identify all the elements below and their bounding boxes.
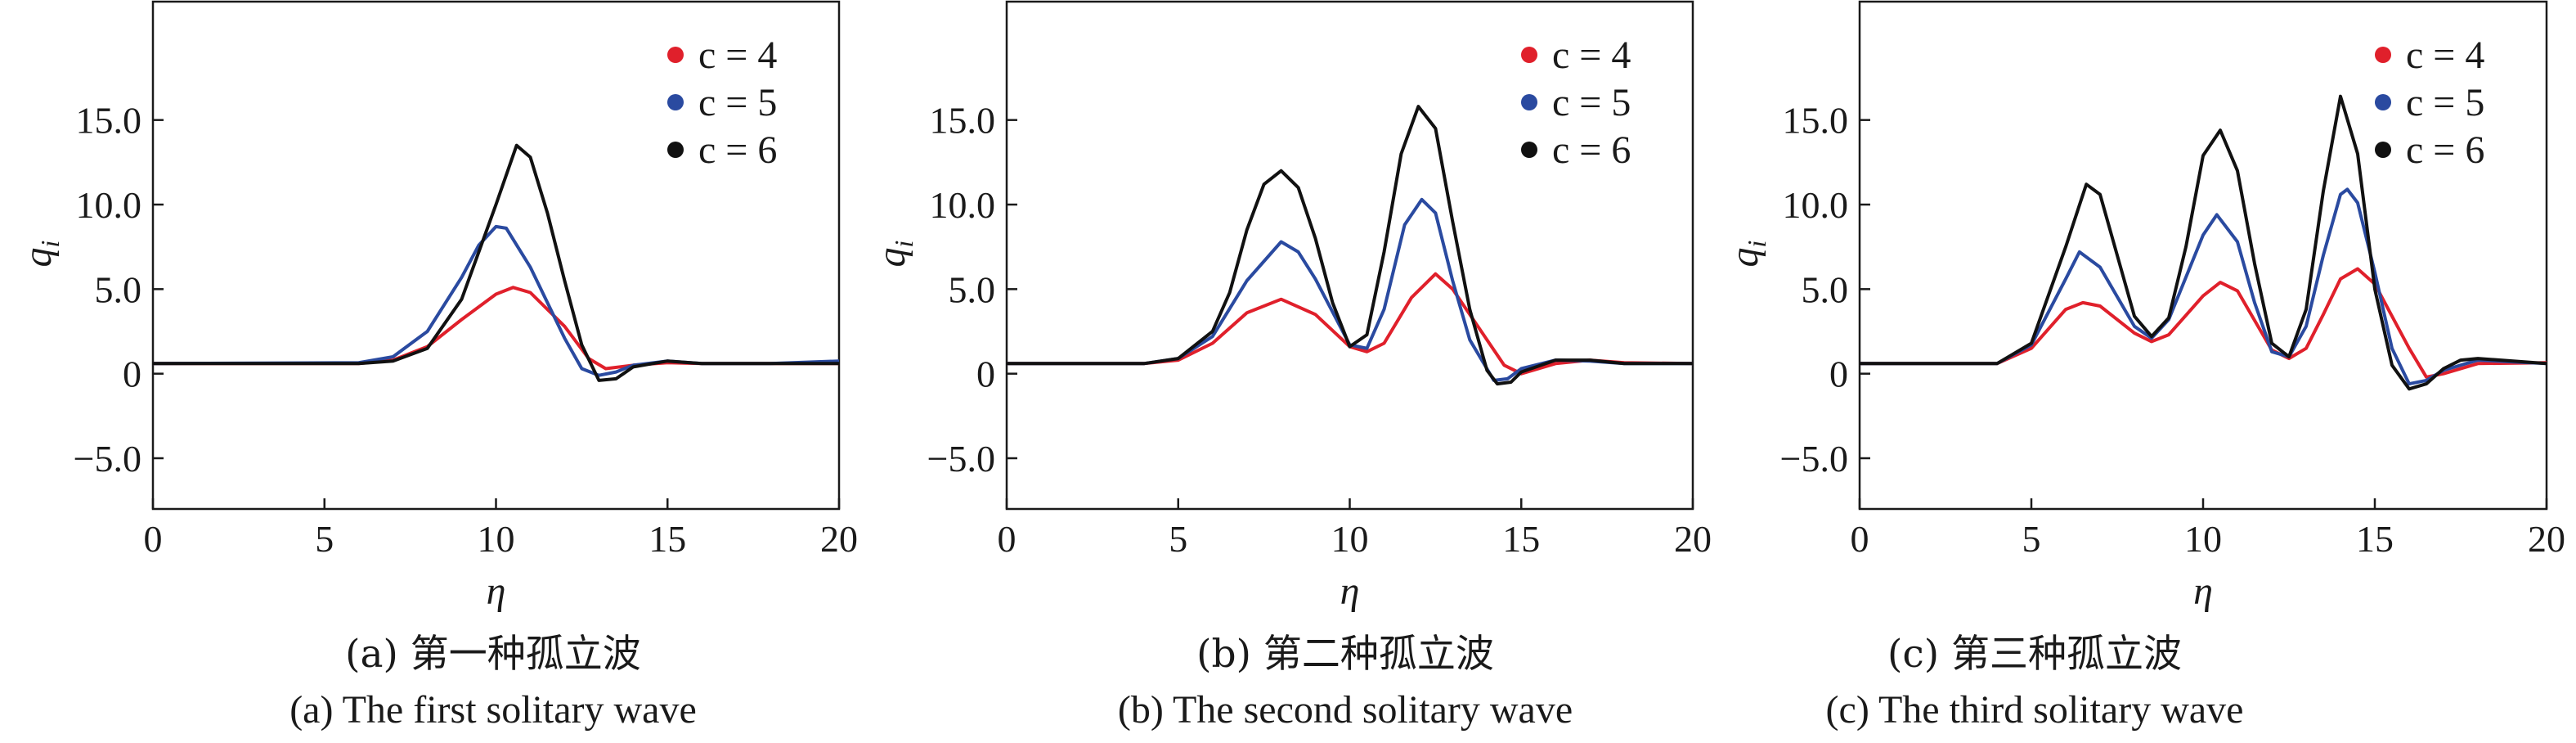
- x-axis-label-b: η: [1340, 570, 1360, 613]
- y-axis-label-a: qi: [16, 241, 65, 268]
- x-tick-label-c-1: 5: [2022, 518, 2041, 560]
- legend-label-a-0: c = 4: [698, 34, 777, 77]
- x-tick-label-b-3: 15: [1502, 518, 1540, 560]
- legend-marker-c-2: [2375, 142, 2391, 158]
- legend-marker-a-1: [667, 94, 684, 110]
- series-line-a-c4: [153, 286, 839, 371]
- y-tick-label-c-3: 10.0: [1783, 184, 1849, 226]
- plot-frame-a: [151, 0, 841, 511]
- series-line-a-c5: [153, 224, 839, 377]
- caption-en-a: (a) The first solitary wave: [289, 688, 697, 732]
- legend-marker-b-2: [1521, 142, 1537, 158]
- y-tick-label-c-0: −5.0: [1780, 438, 1848, 480]
- x-tick-label-b-4: 20: [1674, 518, 1712, 560]
- x-axis-label-a: η: [487, 570, 506, 613]
- series-line-c-c5: [1860, 187, 2547, 386]
- legend-label-a-1: c = 5: [698, 81, 777, 124]
- legend-marker-c-0: [2375, 47, 2391, 63]
- series-group-b: [1007, 105, 1693, 386]
- legend-marker-a-0: [667, 47, 684, 63]
- plot-frame-c: [1858, 0, 2548, 511]
- legend-label-c-0: c = 4: [2406, 34, 2484, 77]
- series-line-b-c6: [1007, 105, 1693, 386]
- caption-zh-c: (c) 第三种孤立波: [1887, 632, 2182, 677]
- legend-label-a-2: c = 6: [698, 128, 777, 172]
- y-tick-label-c-1: 0: [1829, 353, 1848, 395]
- y-tick-label-c-2: 5.0: [1802, 268, 1849, 310]
- caption-zh-a: (a) 第一种孤立波: [345, 632, 641, 677]
- series-line-c-c4: [1860, 267, 2547, 379]
- plot-frame-b: [1005, 0, 1694, 511]
- series-line-b-c5: [1007, 197, 1693, 382]
- y-tick-label-a-2: 5.0: [95, 268, 142, 310]
- x-tick-label-b-0: 0: [998, 518, 1016, 560]
- series-line-a-c6: [153, 143, 839, 382]
- x-tick-label-a-4: 20: [820, 518, 858, 560]
- caption-en-b: (b) The second solitary wave: [1117, 688, 1573, 732]
- x-tick-label-a-3: 15: [648, 518, 686, 560]
- y-tick-label-b-2: 5.0: [949, 268, 996, 310]
- y-tick-label-b-3: 10.0: [930, 184, 996, 226]
- legend-marker-b-0: [1521, 47, 1537, 63]
- x-tick-label-a-2: 10: [478, 518, 515, 560]
- x-tick-label-a-0: 0: [144, 518, 163, 560]
- legend-label-c-2: c = 6: [2406, 128, 2484, 172]
- y-tick-label-b-4: 15.0: [930, 100, 996, 142]
- x-tick-label-a-1: 5: [315, 518, 334, 560]
- x-tick-label-b-1: 5: [1169, 518, 1187, 560]
- y-tick-label-a-0: −5.0: [74, 438, 141, 480]
- y-tick-label-a-1: 0: [123, 353, 141, 395]
- legend-marker-b-1: [1521, 94, 1537, 110]
- x-tick-label-c-3: 15: [2356, 518, 2394, 560]
- x-tick-label-c-4: 20: [2528, 518, 2565, 560]
- series-line-c-c6: [1860, 94, 2547, 391]
- legend-label-b-2: c = 6: [1552, 128, 1631, 172]
- y-tick-label-b-0: −5.0: [927, 438, 995, 480]
- legend-label-b-0: c = 4: [1552, 34, 1631, 77]
- legend-label-b-1: c = 5: [1552, 81, 1631, 124]
- y-tick-label-a-3: 10.0: [76, 184, 142, 226]
- x-tick-label-c-0: 0: [1851, 518, 1869, 560]
- y-tick-label-c-4: 15.0: [1783, 100, 1849, 142]
- x-axis-label-c: η: [2193, 570, 2213, 613]
- legend-marker-c-1: [2375, 94, 2391, 110]
- y-axis-label-c: qi: [1723, 241, 1771, 268]
- series-group-c: [1860, 94, 2547, 391]
- y-axis-label-b: qi: [870, 241, 918, 268]
- legend-marker-a-2: [667, 142, 684, 158]
- y-tick-label-b-1: 0: [976, 353, 995, 395]
- caption-en-c: (c) The third solitary wave: [1825, 688, 2244, 732]
- series-line-b-c4: [1007, 272, 1693, 376]
- caption-zh-b: (b) 第二种孤立波: [1196, 632, 1494, 677]
- legend-label-c-1: c = 5: [2406, 81, 2484, 124]
- series-group-a: [153, 143, 839, 382]
- x-tick-label-c-2: 10: [2184, 518, 2222, 560]
- x-tick-label-b-2: 10: [1331, 518, 1369, 560]
- y-tick-label-a-4: 15.0: [76, 100, 142, 142]
